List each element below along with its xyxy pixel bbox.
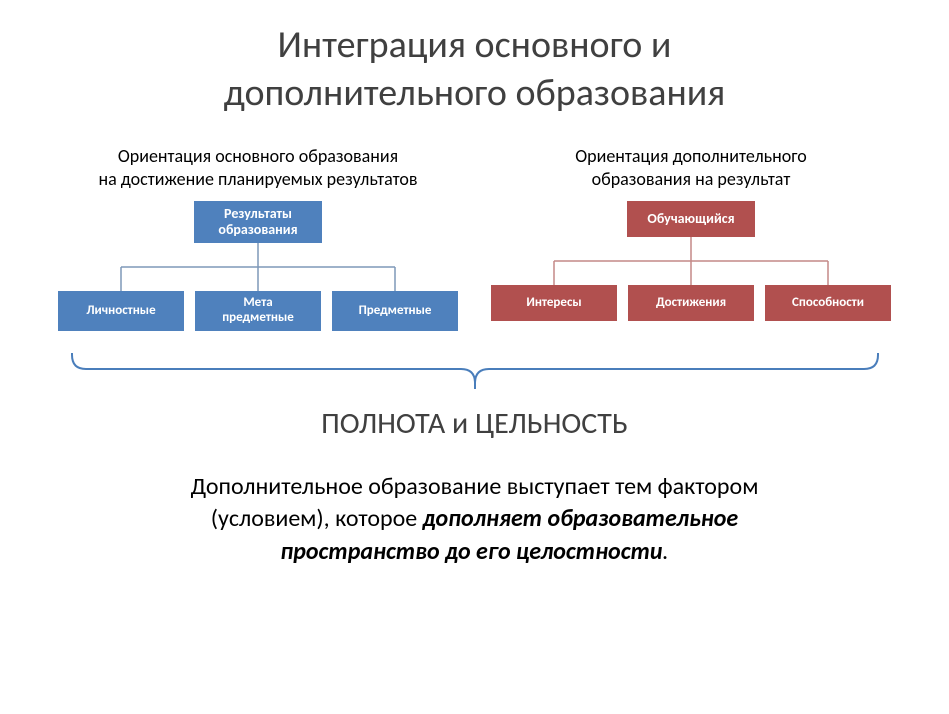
combined-label: ПОЛНОТА и ЦЕЛЬНОСТЬ — [0, 405, 949, 442]
title-line-1: Интеграция основного и — [278, 22, 672, 68]
slide-title: Интеграция основного и дополнительного о… — [0, 0, 949, 117]
right-child-3: Способности — [765, 285, 891, 321]
left-column: Ориентация основного образования на дост… — [58, 145, 458, 331]
left-subheading-line1: Ориентация основного образования — [118, 145, 398, 167]
left-child-2: Мета предметные — [195, 291, 321, 331]
diagram-columns: Ориентация основного образования на дост… — [0, 145, 949, 331]
right-root-box: Обучающийся — [627, 201, 755, 237]
left-subheading: Ориентация основного образования на дост… — [98, 145, 417, 191]
title-line-2: дополнительного образования — [224, 70, 726, 116]
right-child-1: Интересы — [491, 285, 617, 321]
footer-text: Дополнительное образование выступает тем… — [0, 471, 949, 568]
right-child-2: Достижения — [628, 285, 754, 321]
left-child-1: Личностные — [58, 291, 184, 331]
left-root-box: Результаты образования — [194, 201, 322, 243]
right-column: Ориентация дополнительного образования н… — [491, 145, 891, 331]
left-child-3: Предметные — [332, 291, 458, 331]
left-root-label: Результаты образования — [218, 206, 297, 238]
right-subheading: Ориентация дополнительного образования н… — [575, 145, 807, 191]
left-subheading-line2: на достижение планируемых результатов — [98, 168, 417, 190]
left-children: Личностные Мета предметные Предметные — [58, 291, 458, 331]
right-children: Интересы Достижения Способности — [491, 285, 891, 321]
right-subheading-line2: образования на результат — [592, 168, 791, 190]
bottom-brace — [68, 349, 882, 399]
right-subheading-line1: Ориентация дополнительного — [575, 145, 807, 167]
right-root-label: Обучающийся — [647, 211, 734, 227]
